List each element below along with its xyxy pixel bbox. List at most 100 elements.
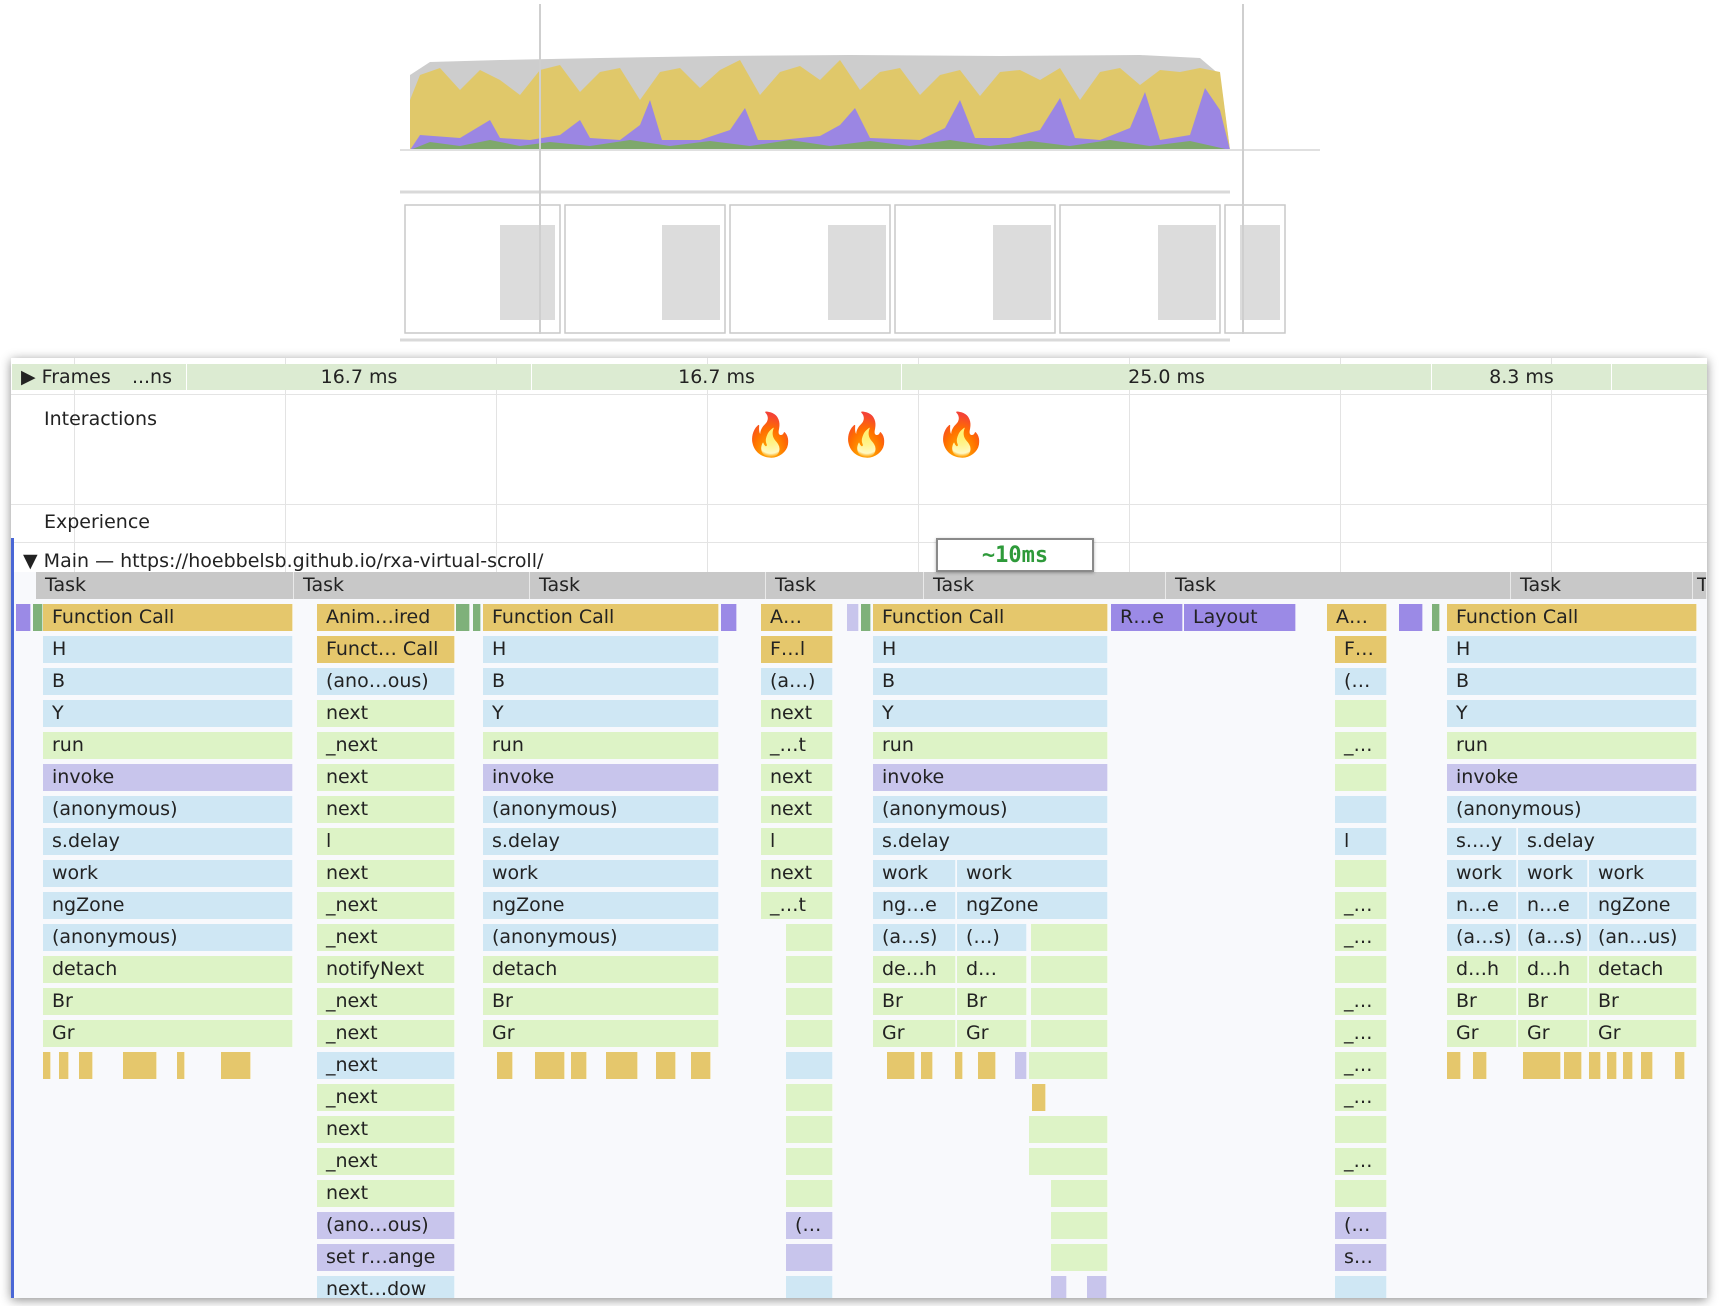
flame-bar[interactable]: next bbox=[317, 860, 455, 887]
flame-bar[interactable] bbox=[1051, 1244, 1108, 1271]
flame-bar[interactable]: Br bbox=[1589, 988, 1697, 1015]
fire-icon[interactable]: 🔥 bbox=[935, 410, 988, 459]
flame-bar[interactable]: Br bbox=[1518, 988, 1588, 1015]
flame-bar[interactable]: l bbox=[1335, 828, 1387, 855]
flame-bar[interactable]: s.delay bbox=[873, 828, 1108, 855]
event-bar[interactable] bbox=[847, 604, 859, 631]
flame-bar[interactable]: s… bbox=[1335, 1244, 1387, 1271]
flame-bar[interactable] bbox=[1335, 860, 1387, 887]
flame-bar[interactable] bbox=[978, 1052, 996, 1079]
flame-bar[interactable] bbox=[177, 1052, 185, 1079]
flame-bar[interactable]: _…t bbox=[761, 892, 833, 919]
flame-bar[interactable] bbox=[786, 1020, 833, 1047]
flame-bar[interactable]: notifyNext bbox=[317, 956, 455, 983]
flame-bar[interactable] bbox=[79, 1052, 93, 1079]
task-bar[interactable]: Task bbox=[36, 572, 294, 599]
flame-bar[interactable] bbox=[1623, 1052, 1633, 1079]
flame-bar[interactable] bbox=[786, 1052, 833, 1079]
flame-bar[interactable] bbox=[59, 1052, 69, 1079]
flame-bar[interactable]: invoke bbox=[43, 764, 293, 791]
flame-bar[interactable] bbox=[786, 988, 833, 1015]
flame-bar[interactable]: Y bbox=[1447, 700, 1697, 727]
flame-bar[interactable]: run bbox=[1447, 732, 1697, 759]
flame-bar[interactable]: detach bbox=[43, 956, 293, 983]
flame-bar[interactable]: _next bbox=[317, 1020, 455, 1047]
flame-bar[interactable]: _next bbox=[317, 1148, 455, 1175]
flame-bar[interactable] bbox=[1051, 1212, 1108, 1239]
flame-bar[interactable]: _… bbox=[1335, 1148, 1387, 1175]
flame-bar[interactable]: detach bbox=[1589, 956, 1697, 983]
flame-bar[interactable] bbox=[1335, 764, 1387, 791]
flame-bar[interactable]: _… bbox=[1335, 1020, 1387, 1047]
frame-cell[interactable]: 8.3 ms bbox=[1431, 364, 1611, 390]
flame-bar[interactable]: (anonymous) bbox=[1447, 796, 1697, 823]
flame-bar[interactable] bbox=[786, 1276, 833, 1298]
flame-bar[interactable]: work bbox=[957, 860, 1108, 887]
flame-bar[interactable]: (…) bbox=[957, 924, 1027, 951]
flame-bar[interactable] bbox=[1607, 1052, 1617, 1079]
flame-bar[interactable] bbox=[1029, 1116, 1108, 1143]
flame-bar[interactable]: Gr bbox=[483, 1020, 719, 1047]
flame-bar[interactable]: next bbox=[761, 796, 833, 823]
flame-bar[interactable] bbox=[1564, 1052, 1582, 1079]
flame-bar[interactable] bbox=[786, 1084, 833, 1111]
flame-bar[interactable]: Y bbox=[483, 700, 719, 727]
event-bar[interactable] bbox=[456, 604, 470, 631]
flame-bar[interactable] bbox=[1335, 796, 1387, 823]
flame-bar[interactable]: l bbox=[317, 828, 455, 855]
flame-bar[interactable] bbox=[786, 924, 833, 951]
flame-bar[interactable]: _… bbox=[1335, 988, 1387, 1015]
flame-bar[interactable]: d…h bbox=[1447, 956, 1517, 983]
flame-bar[interactable]: (… bbox=[1335, 668, 1387, 695]
flame-bar[interactable]: Gr bbox=[957, 1020, 1027, 1047]
flame-bar[interactable]: s.delay bbox=[43, 828, 293, 855]
flame-bar[interactable] bbox=[221, 1052, 251, 1079]
flame-bar[interactable]: (anonymous) bbox=[43, 924, 293, 951]
flame-bar[interactable]: work bbox=[873, 860, 956, 887]
flame-bar[interactable]: B bbox=[873, 668, 1108, 695]
flame-bar[interactable]: l bbox=[761, 828, 833, 855]
flame-bar[interactable] bbox=[497, 1052, 513, 1079]
flame-bar[interactable] bbox=[1335, 700, 1387, 727]
flame-bar[interactable]: Br bbox=[957, 988, 1027, 1015]
flame-bar[interactable]: invoke bbox=[483, 764, 719, 791]
flame-bar[interactable]: _… bbox=[1335, 732, 1387, 759]
flame-bar[interactable]: Gr bbox=[873, 1020, 956, 1047]
flame-bar[interactable]: next bbox=[317, 796, 455, 823]
flame-bar[interactable] bbox=[1029, 1148, 1108, 1175]
event-bar[interactable] bbox=[861, 604, 871, 631]
flame-bar[interactable] bbox=[1031, 956, 1108, 983]
event-bar[interactable] bbox=[473, 604, 481, 631]
flame-bar[interactable] bbox=[656, 1052, 676, 1079]
selection-handle-left[interactable] bbox=[539, 4, 541, 334]
flame-bar[interactable]: H bbox=[1447, 636, 1697, 663]
flame-bar[interactable] bbox=[1675, 1052, 1685, 1079]
flame-bar[interactable]: Y bbox=[873, 700, 1108, 727]
task-bar[interactable]: Task bbox=[294, 572, 530, 599]
flame-bar[interactable]: s.delay bbox=[483, 828, 719, 855]
flame-bar[interactable] bbox=[1015, 1052, 1027, 1079]
flame-bar[interactable] bbox=[1335, 1276, 1387, 1298]
flame-bar[interactable]: Gr bbox=[43, 1020, 293, 1047]
flame-bar[interactable]: work bbox=[483, 860, 719, 887]
flame-bar[interactable] bbox=[123, 1052, 157, 1079]
flame-bar[interactable]: run bbox=[873, 732, 1108, 759]
event-bar[interactable] bbox=[1399, 604, 1423, 631]
flame-bar[interactable]: Funct… Call bbox=[317, 636, 455, 663]
flame-bar[interactable]: Function Call bbox=[43, 604, 293, 631]
flame-bar[interactable]: R…e bbox=[1111, 604, 1183, 631]
flame-bar[interactable] bbox=[1641, 1052, 1653, 1079]
flame-bar[interactable] bbox=[571, 1052, 587, 1079]
flame-bar[interactable]: work bbox=[1589, 860, 1697, 887]
flame-bar[interactable]: Br bbox=[873, 988, 956, 1015]
frame-cell[interactable]: 16.7 ms bbox=[186, 364, 531, 390]
flame-bar[interactable]: B bbox=[483, 668, 719, 695]
fire-icon[interactable]: 🔥 bbox=[840, 410, 893, 459]
flame-bar[interactable] bbox=[1031, 1020, 1108, 1047]
flame-bar[interactable]: Gr bbox=[1518, 1020, 1588, 1047]
flame-bar[interactable]: (anonymous) bbox=[873, 796, 1108, 823]
frame-cell[interactable]: 16.7 ms bbox=[531, 364, 901, 390]
task-bar[interactable]: Task bbox=[1166, 572, 1511, 599]
task-bar[interactable]: Task bbox=[766, 572, 924, 599]
flame-bar[interactable] bbox=[1335, 1116, 1387, 1143]
